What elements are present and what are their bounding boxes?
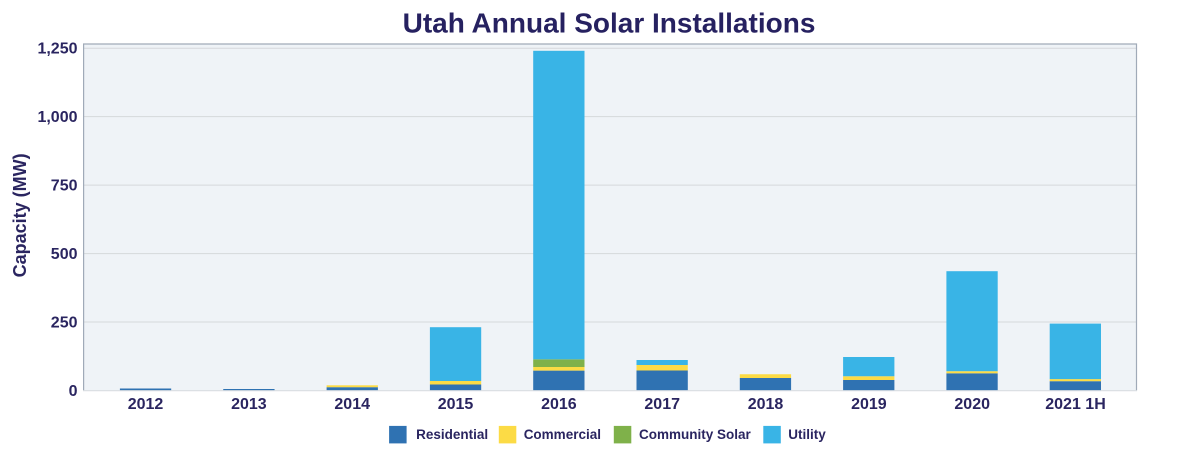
svg-text:500: 500: [51, 246, 78, 263]
svg-text:Utah Annual Solar Installation: Utah Annual Solar Installations: [403, 8, 816, 39]
svg-text:Commercial: Commercial: [524, 427, 601, 442]
svg-text:2012: 2012: [128, 396, 164, 413]
svg-text:2017: 2017: [644, 396, 680, 413]
svg-text:2013: 2013: [231, 396, 267, 413]
svg-text:Residential: Residential: [416, 427, 488, 442]
svg-text:2019: 2019: [851, 396, 887, 413]
svg-text:Capacity (MW): Capacity (MW): [10, 153, 30, 277]
svg-text:250: 250: [51, 315, 78, 332]
svg-text:1,250: 1,250: [37, 41, 77, 58]
svg-text:2014: 2014: [334, 396, 370, 413]
svg-text:2020: 2020: [954, 396, 990, 413]
svg-text:0: 0: [69, 383, 78, 400]
svg-text:1,000: 1,000: [37, 109, 77, 126]
svg-text:Utility: Utility: [788, 427, 826, 442]
svg-text:2018: 2018: [748, 396, 784, 413]
svg-text:750: 750: [51, 178, 78, 195]
svg-text:2021 1H: 2021 1H: [1045, 396, 1106, 413]
svg-text:2015: 2015: [438, 396, 474, 413]
svg-text:Community Solar: Community Solar: [639, 427, 752, 442]
svg-text:2016: 2016: [541, 396, 577, 413]
